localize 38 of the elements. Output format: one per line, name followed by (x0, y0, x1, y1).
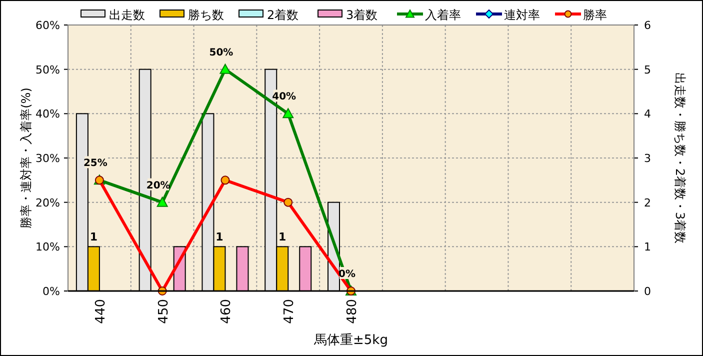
data-label: 1 (278, 230, 286, 244)
y2-axis-title: 出走数・勝ち数・2着数・3着数 (673, 72, 687, 244)
x-tick-label: 480 (345, 299, 360, 324)
y-tick-label: 0% (42, 285, 60, 298)
point (282, 108, 294, 118)
x-tick-label: 440 (93, 299, 108, 324)
x-axis-title: 馬体重±5kg (313, 333, 388, 348)
legend-label: 3着数 (346, 8, 378, 22)
y2-tick-label: 5 (644, 63, 651, 76)
x-tick-label: 460 (219, 299, 234, 324)
y-tick-label: 20% (36, 196, 60, 210)
x-tick-label: 470 (282, 299, 298, 324)
y-tick-label: 50% (36, 63, 60, 76)
legend-label: 出走数 (109, 8, 145, 22)
legend-label: 連対率 (504, 8, 540, 22)
y-tick-label: 10% (36, 240, 60, 254)
x-tick-label: 450 (156, 299, 172, 324)
y-tick-label: 60% (36, 19, 60, 32)
legend-label: 入着率 (425, 8, 461, 22)
y2-tick-label: 2 (644, 196, 651, 210)
data-label: 40% (272, 92, 296, 103)
y2-tick-label: 4 (644, 108, 651, 121)
data-label: 50% (209, 47, 234, 58)
y2-tick-label: 6 (644, 19, 651, 32)
y2-tick-label: 3 (644, 152, 651, 165)
y-tick-label: 40% (36, 108, 60, 121)
point (156, 196, 168, 207)
y-axis-title: 勝率・連対率・入着率(%) (19, 88, 33, 228)
y2-tick-label: 0 (644, 285, 651, 298)
legend-label: 勝率 (583, 8, 607, 22)
data-label: 1 (90, 230, 98, 244)
legend-label: 2着数 (267, 8, 299, 22)
data-label: 1 (216, 230, 224, 244)
point (220, 64, 231, 74)
y-tick-label: 30% (36, 152, 60, 165)
data-label: 25% (83, 158, 108, 170)
y2-tick-label: 1 (644, 240, 651, 254)
legend-label: 勝ち数 (188, 8, 224, 22)
